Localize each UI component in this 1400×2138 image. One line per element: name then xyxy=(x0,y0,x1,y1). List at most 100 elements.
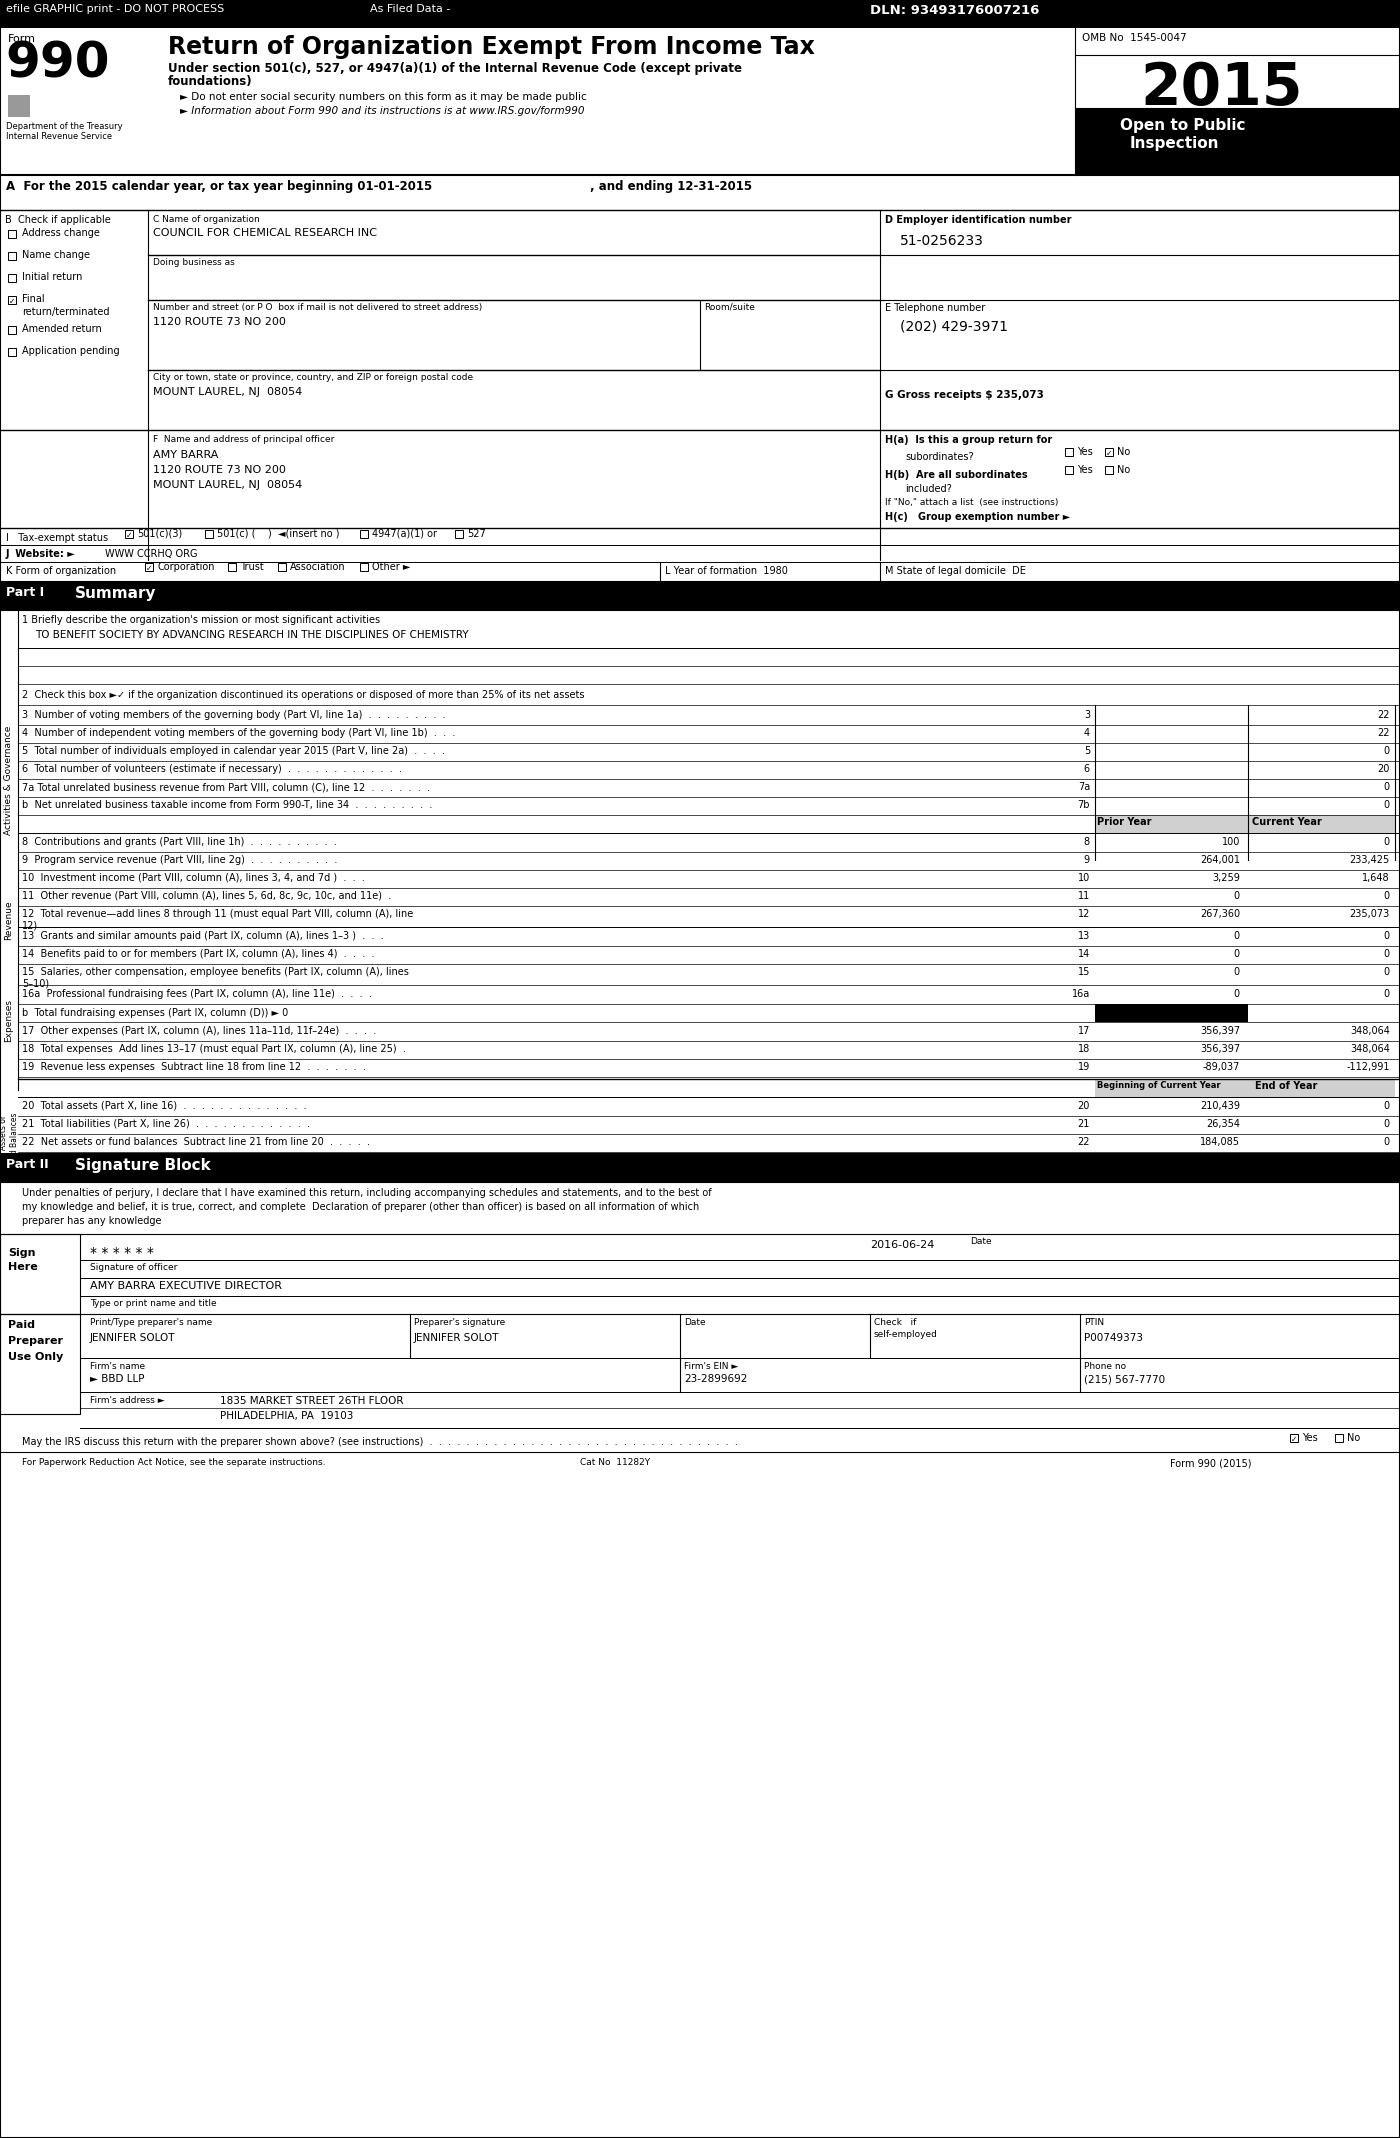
Text: 17: 17 xyxy=(1078,1026,1091,1037)
Bar xyxy=(1095,815,1247,834)
Text: 1120 ROUTE 73 NO 200: 1120 ROUTE 73 NO 200 xyxy=(153,316,286,327)
Text: C Name of organization: C Name of organization xyxy=(153,216,260,224)
Text: ✓: ✓ xyxy=(1106,449,1113,458)
Text: Association: Association xyxy=(290,562,346,573)
Text: Return of Organization Exempt From Income Tax: Return of Organization Exempt From Incom… xyxy=(168,34,815,60)
Text: (215) 567-7770: (215) 567-7770 xyxy=(1084,1375,1165,1383)
Bar xyxy=(8,231,15,237)
Text: Firm's name: Firm's name xyxy=(90,1362,146,1370)
Text: JENNIFER SOLOT: JENNIFER SOLOT xyxy=(90,1332,175,1343)
Text: Form 990 (2015): Form 990 (2015) xyxy=(1170,1458,1252,1469)
Text: subordinates?: subordinates? xyxy=(904,451,973,462)
Text: ✓: ✓ xyxy=(126,530,133,541)
Text: 100: 100 xyxy=(1222,836,1240,847)
Bar xyxy=(1065,449,1072,455)
Text: D Employer identification number: D Employer identification number xyxy=(885,216,1071,224)
Text: 18: 18 xyxy=(1078,1043,1091,1054)
Text: Name change: Name change xyxy=(22,250,90,261)
Text: Department of the Treasury: Department of the Treasury xyxy=(6,122,123,130)
Text: Initial return: Initial return xyxy=(22,272,83,282)
Text: Type or print name and title: Type or print name and title xyxy=(90,1300,217,1308)
Bar xyxy=(8,252,15,261)
Text: 3,259: 3,259 xyxy=(1212,872,1240,883)
Bar xyxy=(1095,1005,1247,1022)
Text: 7a Total unrelated business revenue from Part VIII, column (C), line 12  .  .  .: 7a Total unrelated business revenue from… xyxy=(22,783,430,791)
Text: Prior Year: Prior Year xyxy=(1098,817,1151,827)
Text: H(b)  Are all subordinates: H(b) Are all subordinates xyxy=(885,470,1028,481)
Bar xyxy=(0,582,1400,609)
Text: Expenses: Expenses xyxy=(4,998,14,1041)
Text: 5: 5 xyxy=(1084,746,1091,757)
Text: 16a  Professional fundraising fees (Part IX, column (A), line 11e)  .  .  .  .: 16a Professional fundraising fees (Part … xyxy=(22,990,372,998)
Text: MOUNT LAUREL, NJ  08054: MOUNT LAUREL, NJ 08054 xyxy=(153,387,302,398)
Text: Net Assets or
Fund Balances: Net Assets or Fund Balances xyxy=(0,1112,18,1167)
Text: 5–10): 5–10) xyxy=(22,979,49,990)
Text: 0: 0 xyxy=(1383,1101,1390,1112)
Text: Doing business as: Doing business as xyxy=(153,259,235,267)
Text: 2  Check this box ►✓ if the organization discontinued its operations or disposed: 2 Check this box ►✓ if the organization … xyxy=(22,691,585,699)
Text: K Form of organization: K Form of organization xyxy=(6,567,116,575)
Text: foundations): foundations) xyxy=(168,75,252,88)
Bar xyxy=(0,0,1400,28)
Text: 15  Salaries, other compensation, employee benefits (Part IX, column (A), lines: 15 Salaries, other compensation, employe… xyxy=(22,966,409,977)
Text: 0: 0 xyxy=(1383,800,1390,810)
Text: Yes: Yes xyxy=(1077,464,1093,475)
Text: 12): 12) xyxy=(22,921,38,930)
Text: 235,073: 235,073 xyxy=(1350,909,1390,919)
Text: Firm's EIN ►: Firm's EIN ► xyxy=(685,1362,738,1370)
Text: 1120 ROUTE 73 NO 200: 1120 ROUTE 73 NO 200 xyxy=(153,464,286,475)
Text: Beginning of Current Year: Beginning of Current Year xyxy=(1098,1082,1221,1090)
Text: 4: 4 xyxy=(1084,729,1091,738)
Text: 2015: 2015 xyxy=(1140,60,1302,118)
Text: L Year of formation  1980: L Year of formation 1980 xyxy=(665,567,788,575)
Text: 17  Other expenses (Part IX, column (A), lines 11a–11d, 11f–24e)  .  .  .  .: 17 Other expenses (Part IX, column (A), … xyxy=(22,1026,377,1037)
Text: 184,085: 184,085 xyxy=(1200,1137,1240,1146)
Text: OMB No  1545-0047: OMB No 1545-0047 xyxy=(1082,32,1187,43)
Text: 19: 19 xyxy=(1078,1063,1091,1071)
Bar xyxy=(1247,1080,1394,1097)
Text: As Filed Data -: As Filed Data - xyxy=(370,4,451,15)
Text: I   Tax-exempt status: I Tax-exempt status xyxy=(6,532,108,543)
Text: ► BBD LLP: ► BBD LLP xyxy=(90,1375,144,1383)
Text: A  For the 2015 calendar year, or tax year beginning 01-01-2015: A For the 2015 calendar year, or tax yea… xyxy=(6,180,433,192)
Text: 11: 11 xyxy=(1078,892,1091,900)
Bar xyxy=(125,530,133,539)
Bar xyxy=(8,274,15,282)
Bar xyxy=(1105,466,1113,475)
Bar xyxy=(146,562,153,571)
Text: included?: included? xyxy=(904,483,952,494)
Text: 16a: 16a xyxy=(1072,990,1091,998)
Text: 356,397: 356,397 xyxy=(1200,1026,1240,1037)
Bar xyxy=(279,562,286,571)
Text: 6  Total number of volunteers (estimate if necessary)  .  .  .  .  .  .  .  .  .: 6 Total number of volunteers (estimate i… xyxy=(22,763,402,774)
Text: 0: 0 xyxy=(1383,783,1390,791)
Text: b  Total fundraising expenses (Part IX, column (D)) ► 0: b Total fundraising expenses (Part IX, c… xyxy=(22,1007,288,1018)
Text: 10  Investment income (Part VIII, column (A), lines 3, 4, and 7d )  .  .  .: 10 Investment income (Part VIII, column … xyxy=(22,872,365,883)
Text: Application pending: Application pending xyxy=(22,346,119,357)
Text: Part II: Part II xyxy=(6,1159,49,1172)
Text: Firm's address ►: Firm's address ► xyxy=(90,1396,165,1405)
Text: No: No xyxy=(1117,447,1130,458)
Text: 0: 0 xyxy=(1233,949,1240,960)
Text: 5  Total number of individuals employed in calendar year 2015 (Part V, line 2a) : 5 Total number of individuals employed i… xyxy=(22,746,445,757)
Text: H(a)  Is this a group return for: H(a) Is this a group return for xyxy=(885,434,1053,445)
Text: Open to Public: Open to Public xyxy=(1120,118,1246,133)
Text: * * * * * *: * * * * * * xyxy=(90,1246,154,1259)
Text: If "No," attach a list  (see instructions): If "No," attach a list (see instructions… xyxy=(885,498,1058,507)
Text: 18  Total expenses  Add lines 13–17 (must equal Part IX, column (A), line 25)  .: 18 Total expenses Add lines 13–17 (must … xyxy=(22,1043,406,1054)
Text: Yes: Yes xyxy=(1077,447,1093,458)
Text: 0: 0 xyxy=(1383,949,1390,960)
Text: 14: 14 xyxy=(1078,949,1091,960)
Text: J  Website: ►: J Website: ► xyxy=(6,549,76,558)
Bar xyxy=(228,562,237,571)
Text: Paid: Paid xyxy=(8,1319,35,1330)
Text: efile GRAPHIC print - DO NOT PROCESS: efile GRAPHIC print - DO NOT PROCESS xyxy=(6,4,224,15)
Text: WWW CCRHQ ORG: WWW CCRHQ ORG xyxy=(105,549,197,558)
Text: TO BENEFIT SOCIETY BY ADVANCING RESEARCH IN THE DISCIPLINES OF CHEMISTRY: TO BENEFIT SOCIETY BY ADVANCING RESEARCH… xyxy=(35,631,469,639)
Text: 501(c) (    )  ◄(insert no ): 501(c) ( ) ◄(insert no ) xyxy=(217,528,339,539)
Text: Sign: Sign xyxy=(8,1249,35,1257)
Text: Revenue: Revenue xyxy=(4,900,14,941)
Text: Under section 501(c), 527, or 4947(a)(1) of the Internal Revenue Code (except pr: Under section 501(c), 527, or 4947(a)(1)… xyxy=(168,62,742,75)
Text: 267,360: 267,360 xyxy=(1200,909,1240,919)
Text: Date: Date xyxy=(685,1317,706,1328)
